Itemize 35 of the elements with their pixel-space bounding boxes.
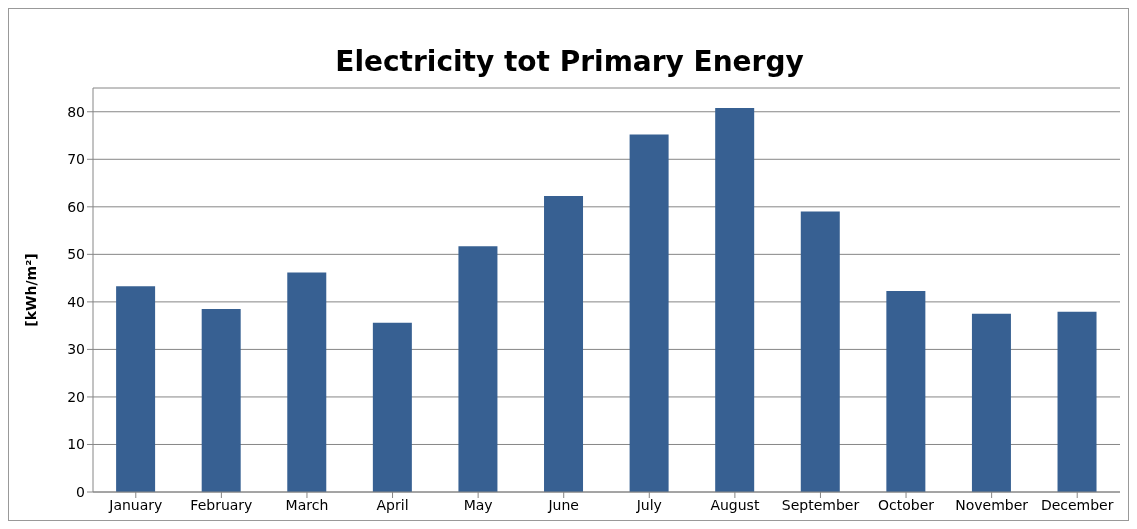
y-tick-label: 80: [67, 103, 85, 120]
chart-title: Electricity tot Primary Energy: [334, 45, 805, 78]
y-tick-label: 20: [67, 388, 85, 405]
x-tick-label: June: [547, 496, 579, 513]
x-tick-label: November: [955, 496, 1029, 513]
bar: [116, 286, 156, 492]
bar: [886, 290, 926, 492]
bar: [201, 309, 241, 492]
y-axis-title: [kWh/m²]: [22, 253, 39, 327]
x-tick-label: January: [108, 496, 163, 513]
x-tick-label: April: [376, 496, 409, 513]
x-tick-label: February: [190, 496, 253, 513]
y-tick-label: 30: [67, 341, 85, 358]
x-tick-label: March: [285, 496, 329, 513]
x-tick-label: September: [781, 496, 860, 513]
bar: [287, 272, 327, 492]
bar: [971, 313, 1011, 492]
x-tick-label: December: [1040, 496, 1114, 513]
y-tick-label: 50: [67, 246, 85, 263]
bar: [629, 134, 669, 492]
x-tick-label: July: [635, 496, 662, 513]
bar: [458, 246, 498, 492]
x-tick-label: October: [878, 496, 935, 513]
x-tick-label: May: [463, 496, 493, 513]
bar: [544, 195, 584, 492]
y-tick-label: 60: [67, 198, 85, 215]
y-tick-label: 40: [67, 293, 85, 310]
y-tick-label: 0: [76, 483, 85, 500]
y-tick-label: 70: [67, 151, 85, 168]
bar: [715, 107, 755, 492]
y-tick-label: 10: [67, 436, 85, 453]
bar: [1057, 311, 1097, 492]
x-tick-label: August: [710, 496, 760, 513]
bar: [800, 211, 840, 492]
bar: [372, 322, 412, 492]
